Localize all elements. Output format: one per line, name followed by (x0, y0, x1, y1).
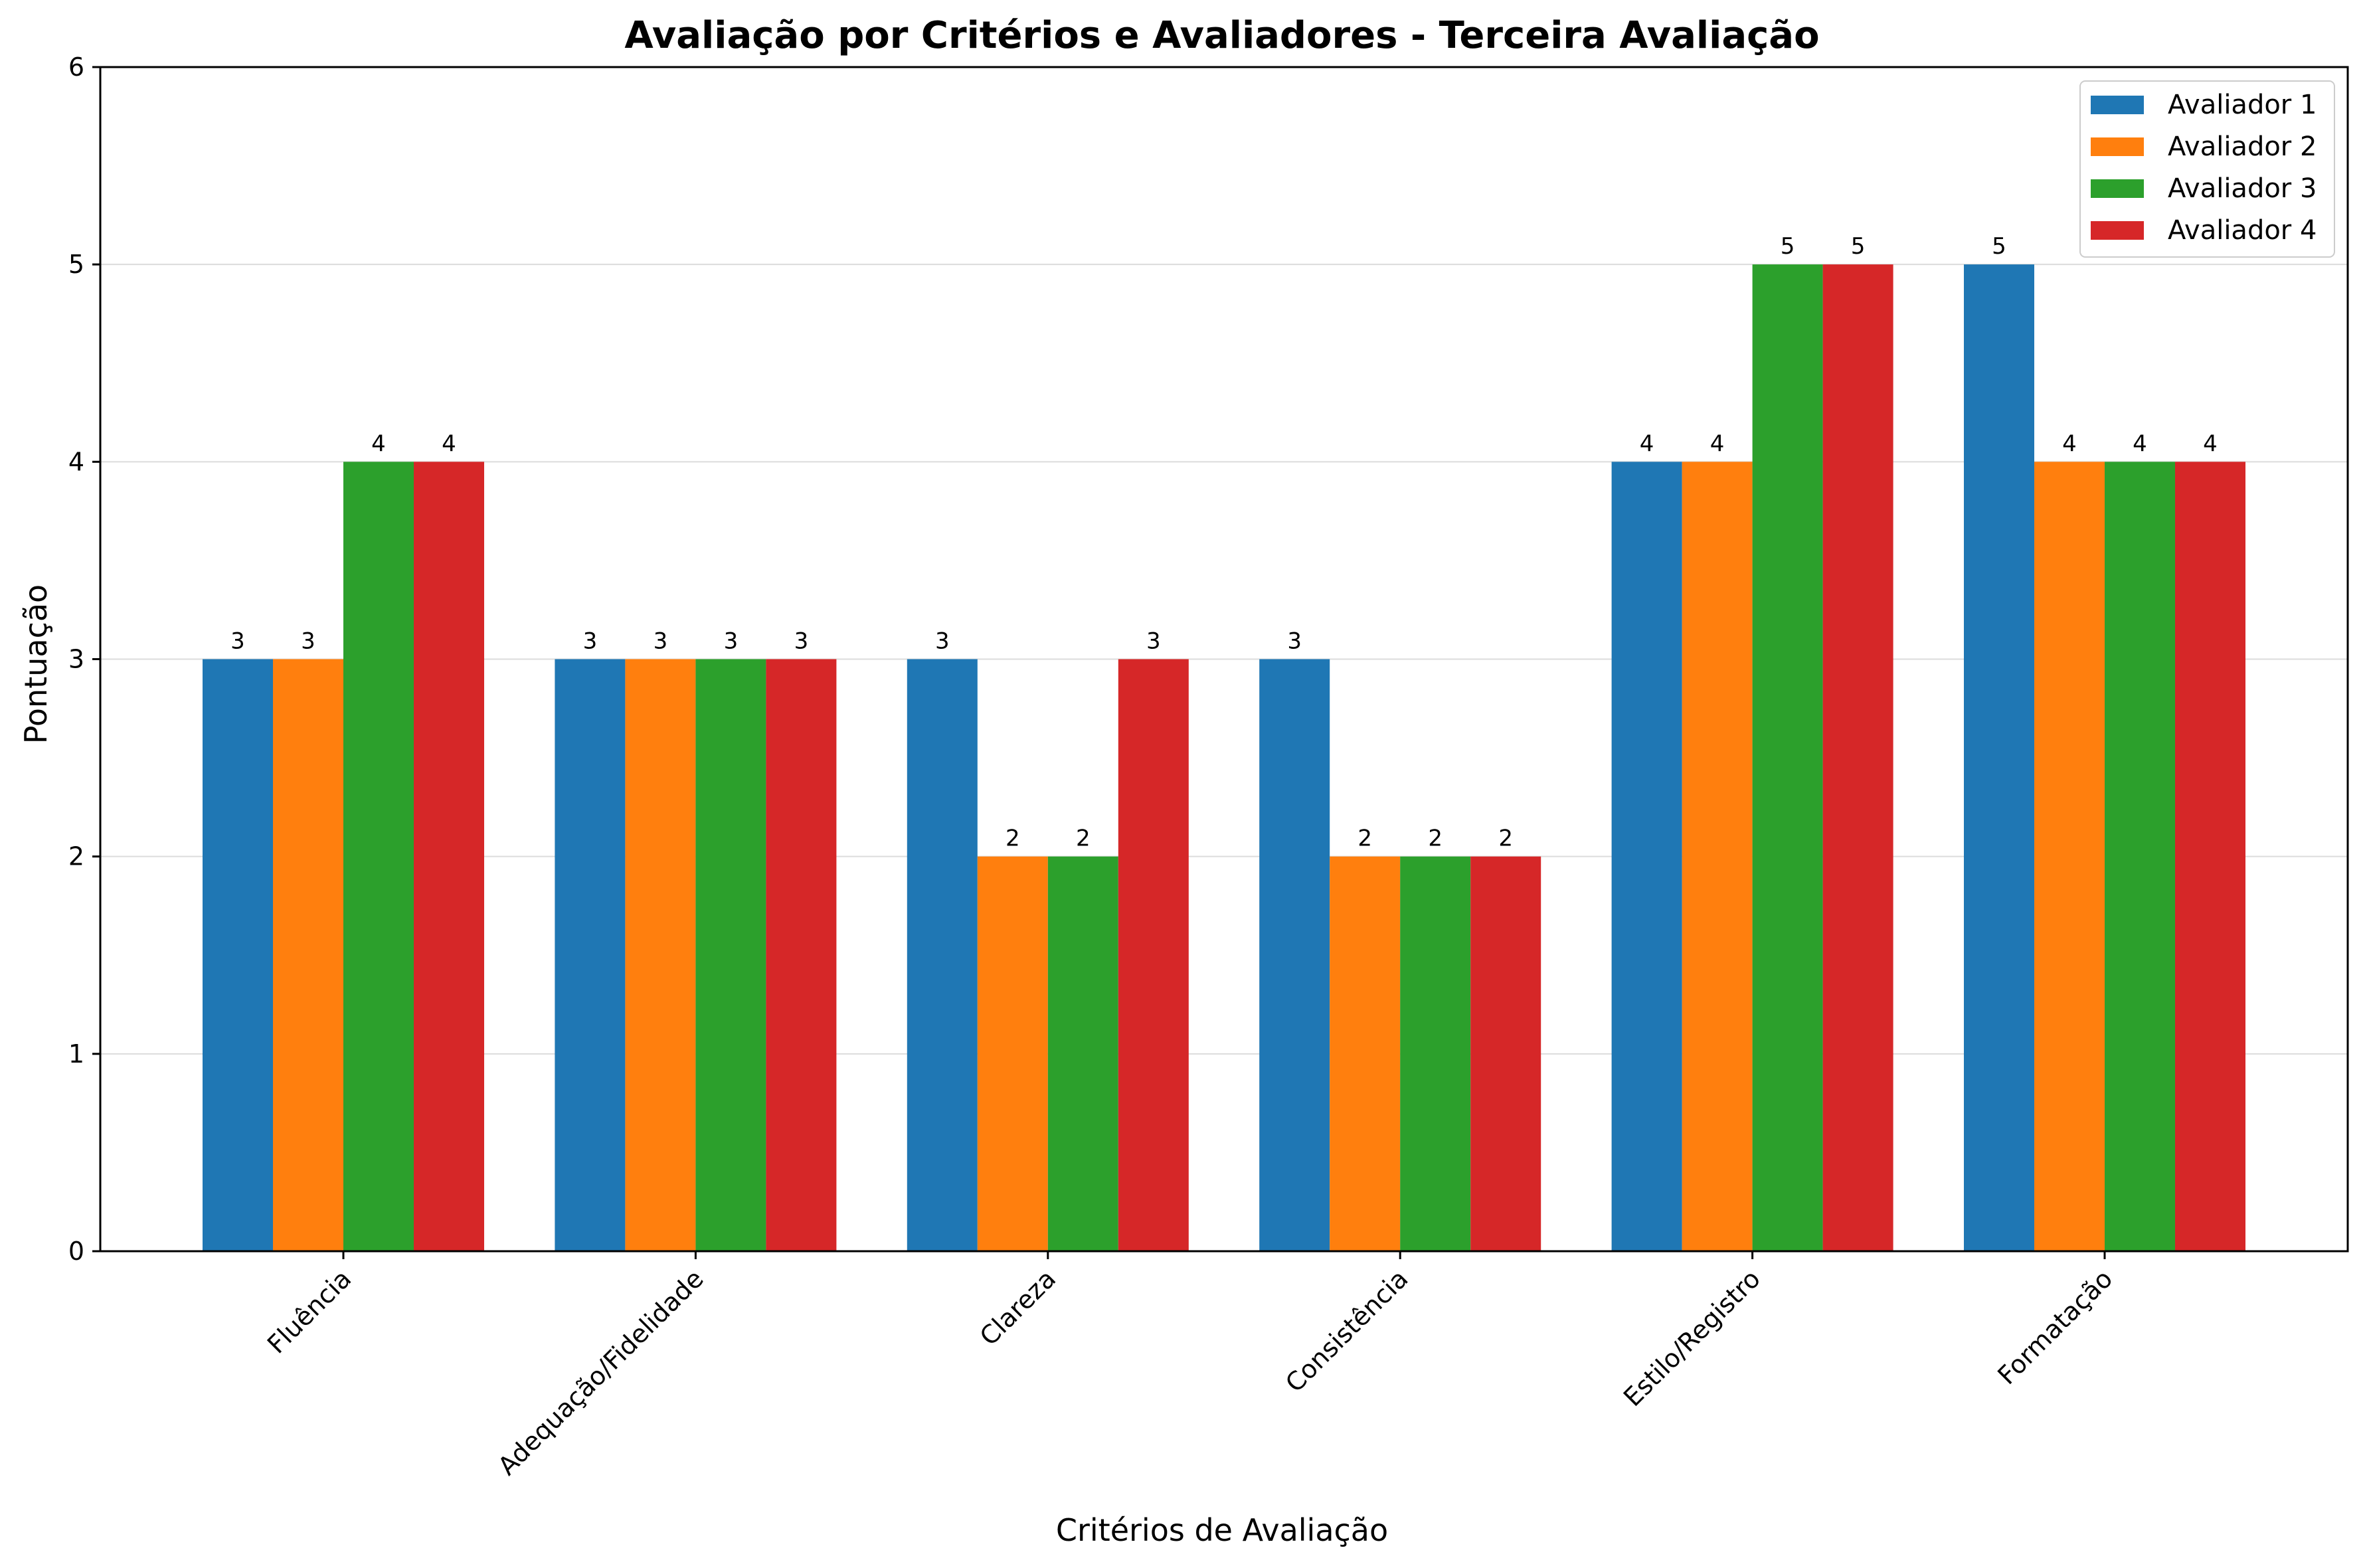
bars (203, 264, 2245, 1252)
bar (555, 659, 626, 1251)
bar (203, 659, 273, 1251)
legend-swatch (2091, 96, 2144, 114)
data-labels: 3 3 4 4 3 3 3 3 3 2 2 3 3 2 2 2 4 4 5 5 5 4 4 4 (230, 233, 2218, 852)
bar-value-label: 2 (1428, 826, 1443, 852)
legend-label: Avaliador 4 (2168, 215, 2317, 246)
bar-value-label: 4 (1710, 430, 1725, 457)
legend-swatch (2091, 137, 2144, 156)
bar-value-label: 3 (1287, 628, 1302, 655)
bar (625, 659, 696, 1251)
bar (414, 462, 484, 1252)
bar (2105, 462, 2175, 1252)
bar-value-label: 2 (1358, 826, 1372, 852)
bar-value-label: 3 (301, 628, 315, 655)
legend-box (2079, 80, 2335, 258)
bar-value-label: 5 (1851, 233, 1866, 260)
bar (273, 659, 343, 1251)
bar-value-label: 4 (1640, 430, 1654, 457)
bar-value-label: 4 (2062, 430, 2077, 457)
y-tick-label: 1 (68, 1039, 84, 1069)
bar-value-label: 3 (794, 628, 809, 655)
chart-title: Avaliação por Critérios e Avaliadores - … (624, 14, 1819, 57)
bar-value-label: 4 (2203, 430, 2218, 457)
bar-value-label: 3 (583, 628, 598, 655)
legend: Avaliador 1 Avaliador 2 Avaliador 3 Avaliad… (2079, 80, 2335, 258)
bar (766, 659, 837, 1251)
bar (977, 856, 1048, 1251)
bar-value-label: 4 (2133, 430, 2147, 457)
legend-label: Avaliador 1 (2168, 90, 2317, 120)
bar-value-label: 2 (1076, 826, 1091, 852)
bar-value-label: 3 (654, 628, 668, 655)
bar-value-label: 3 (1146, 628, 1161, 655)
bar (1400, 856, 1471, 1251)
legend-swatch (2091, 179, 2144, 198)
bar-value-label: 4 (371, 430, 386, 457)
bar-value-label: 5 (1781, 233, 1795, 260)
bar (343, 462, 414, 1252)
y-tick-label: 0 (68, 1237, 84, 1266)
bar-value-label: 5 (1992, 233, 2006, 260)
bar (1047, 856, 1118, 1251)
y-tick-label: 3 (68, 645, 84, 674)
y-tick-label: 4 (68, 447, 84, 476)
bar (1611, 462, 1682, 1252)
legend-label: Avaliador 2 (2168, 131, 2317, 162)
bar (1682, 462, 1753, 1252)
bar (1822, 264, 1893, 1252)
y-tick-label: 2 (68, 842, 84, 871)
bar-value-label: 3 (724, 628, 739, 655)
y-tick-label: 5 (68, 250, 84, 279)
bar-value-label: 3 (935, 628, 950, 655)
bar (1118, 659, 1189, 1251)
bar-value-label: 3 (230, 628, 245, 655)
bar (1964, 264, 2034, 1252)
x-axis-title: Critérios de Avaliação (1056, 1512, 1388, 1548)
bar (1752, 264, 1823, 1252)
bar (2034, 462, 2105, 1252)
bar (1259, 659, 1330, 1251)
y-tick-label: 6 (68, 52, 84, 82)
bar (1330, 856, 1401, 1251)
bar-value-label: 2 (1006, 826, 1020, 852)
legend-label: Avaliador 3 (2168, 173, 2317, 204)
bar (2175, 462, 2245, 1252)
legend-swatch (2091, 221, 2144, 240)
bar (907, 659, 978, 1251)
bar-value-label: 2 (1498, 826, 1513, 852)
bar (1470, 856, 1541, 1251)
y-axis-title: Pontuação (18, 584, 54, 744)
bar-value-label: 4 (442, 430, 456, 457)
bar (695, 659, 766, 1251)
plot-frame (99, 66, 2349, 1253)
